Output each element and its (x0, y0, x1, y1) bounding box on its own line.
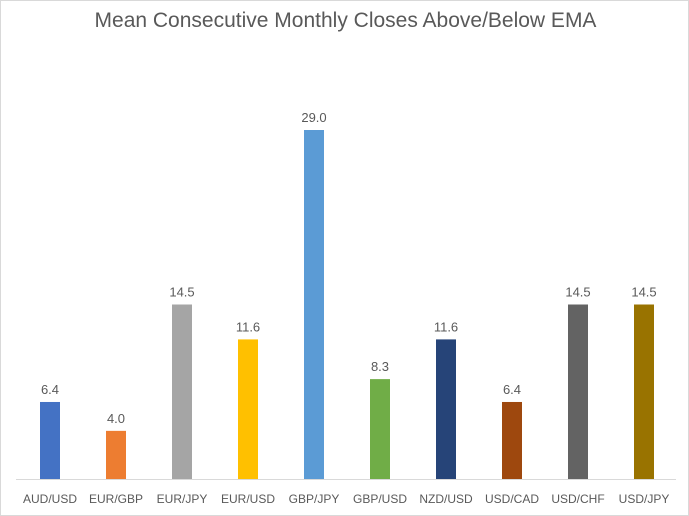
x-tick-label: EUR/USD (221, 492, 275, 506)
data-label: 4.0 (107, 411, 125, 426)
x-tick-label: USD/CHF (551, 492, 604, 506)
data-label: 8.3 (371, 359, 389, 374)
data-label: 11.6 (434, 319, 458, 334)
data-label: 6.4 (41, 382, 59, 397)
x-tick-label: EUR/GBP (89, 492, 143, 506)
data-label: 6.4 (503, 382, 521, 397)
bar-eur-jpy (172, 304, 192, 479)
x-tick-label: USD/CAD (485, 492, 539, 506)
x-tick-label: AUD/USD (23, 492, 77, 506)
bar-aud-usd (40, 401, 60, 479)
bar-eur-usd (238, 339, 258, 479)
bar-gbp-jpy (304, 130, 324, 479)
bar-usd-chf (568, 304, 588, 479)
data-label: 14.5 (631, 285, 656, 300)
data-label: 14.5 (565, 285, 590, 300)
bar-gbp-usd (370, 379, 390, 479)
bar-usd-cad (502, 401, 522, 479)
x-tick-label: EUR/JPY (157, 492, 208, 506)
bar-usd-jpy (634, 304, 654, 479)
x-tick-label: USD/JPY (619, 492, 670, 506)
data-label: 14.5 (169, 285, 194, 300)
bar-eur-gbp (106, 430, 126, 479)
x-tick-label: GBP/JPY (289, 492, 340, 506)
bar-nzd-usd (436, 339, 456, 479)
data-label: 29.0 (301, 110, 326, 125)
x-tick-label: NZD/USD (419, 492, 473, 506)
data-label: 11.6 (236, 319, 260, 334)
chart-title: Mean Consecutive Monthly Closes Above/Be… (94, 9, 597, 32)
x-tick-label: GBP/USD (353, 492, 407, 506)
